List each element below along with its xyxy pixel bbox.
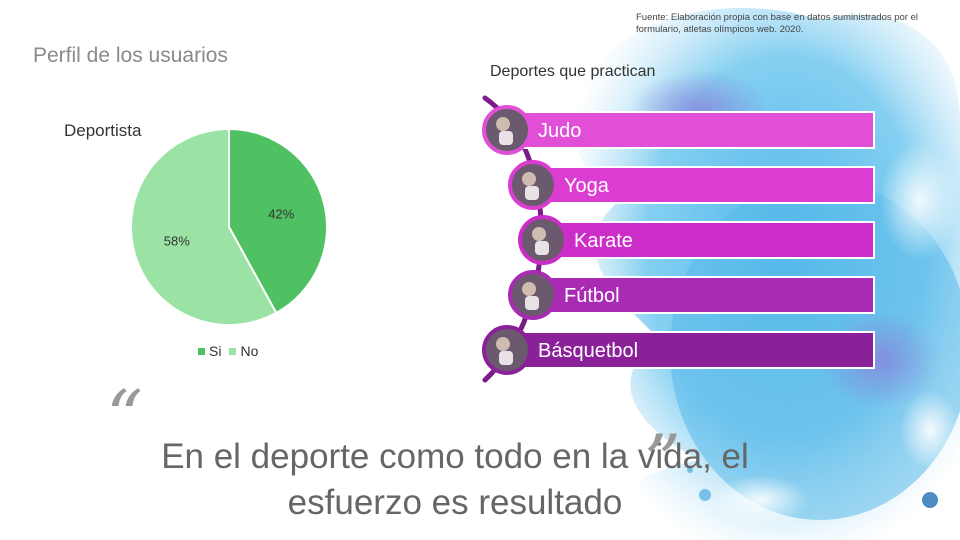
- photo-figure-body: [499, 351, 513, 365]
- source-note: Fuente: Elaboración propia con base en d…: [636, 12, 919, 35]
- pie-label-no: 58%: [164, 233, 190, 248]
- sport-item-3: Karate: [518, 215, 875, 265]
- photo-figure-body: [525, 186, 539, 200]
- sport-bar: [543, 166, 875, 204]
- open-quote-mark: “: [106, 375, 143, 459]
- sport-bar: [553, 221, 875, 259]
- photo-figure: [532, 227, 546, 241]
- sport-bar: [543, 276, 875, 314]
- sport-item-4: Fútbol: [508, 270, 875, 320]
- legend-swatch-no: [229, 347, 237, 355]
- quote-text: En el deporte como todo en la vida, el e…: [161, 437, 749, 522]
- sport-item-1: Judo: [482, 105, 875, 155]
- sport-label: Judo: [538, 120, 581, 142]
- legend-item-si: Si: [198, 343, 221, 359]
- sport-label: Yoga: [564, 175, 610, 197]
- sport-photo: [508, 160, 558, 210]
- quote-block: “ En el deporte como todo en la vida, el…: [106, 381, 760, 526]
- sport-photo: [482, 105, 532, 155]
- slide-title: Perfil de los usuarios: [33, 44, 228, 67]
- close-quote-mark: ”: [644, 419, 681, 503]
- photo-figure: [496, 117, 510, 131]
- photo-figure-body: [535, 241, 549, 255]
- sport-item-2: Yoga: [508, 160, 875, 210]
- photo-figure: [522, 282, 536, 296]
- pie-chart: 42% 58%: [130, 127, 328, 326]
- legend-label-no: No: [240, 343, 259, 359]
- pie-legend: Si No: [198, 343, 258, 359]
- sport-bar: [517, 111, 875, 149]
- photo-figure: [496, 337, 510, 351]
- pie-chart-title: Deportista: [64, 121, 142, 140]
- sport-photo: [518, 215, 568, 265]
- legend-label-si: Si: [209, 343, 222, 359]
- photo-figure: [522, 172, 536, 186]
- sport-label: Básquetbol: [538, 340, 638, 362]
- sport-photo: [482, 325, 532, 375]
- sport-item-5: Básquetbol: [482, 325, 875, 375]
- legend-item-no: No: [229, 343, 258, 359]
- legend-swatch-si: [198, 347, 205, 355]
- photo-figure-body: [499, 131, 513, 145]
- sports-list: Judo Yoga Karate Fútbol Básquetbol: [482, 95, 875, 383]
- photo-figure-body: [525, 296, 539, 310]
- pie-slice-si: [228, 127, 328, 315]
- sport-label: Karate: [574, 230, 633, 252]
- sport-label: Fútbol: [564, 285, 620, 307]
- sport-photo: [508, 270, 558, 320]
- sports-title: Deportes que practican: [490, 63, 656, 80]
- pie-label-si: 42%: [268, 207, 294, 222]
- pie-slice-no: [130, 127, 278, 326]
